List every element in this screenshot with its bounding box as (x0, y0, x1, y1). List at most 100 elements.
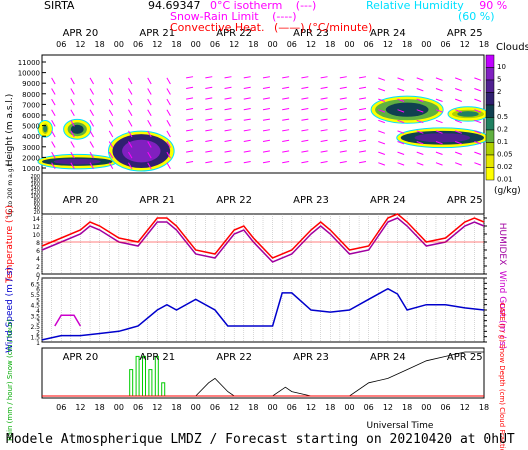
wind-arrow (166, 130, 171, 138)
rh-90: 90 % (479, 0, 508, 12)
station-coords: 94.69347 (148, 0, 201, 12)
wind-arrow (397, 77, 405, 81)
y-tick: 5 (36, 297, 40, 304)
wind-arrow (397, 130, 405, 134)
wind-arrow (186, 150, 194, 153)
colorbar-swatch (485, 154, 495, 168)
y-tick: 6.5 (30, 281, 40, 288)
series-wind-speed (41, 287, 485, 341)
wind-arrow (435, 141, 443, 145)
series-temperature (41, 213, 485, 259)
wind-arrow (243, 97, 251, 100)
wind-arrow (243, 76, 251, 79)
hour-label: 12 (306, 403, 316, 412)
hour-label: 06 (440, 403, 450, 412)
wind-arrow (166, 162, 171, 170)
wind-arrow (455, 119, 462, 124)
wind-arrow (359, 118, 367, 121)
wind-arrow (474, 109, 482, 113)
cloud-core (414, 133, 471, 143)
colorbar-level: 0.05 (497, 151, 513, 159)
agl-tick: 40 (34, 206, 40, 212)
wind-arrow (474, 141, 482, 145)
gust-ylabel: Wind Gust (m / s) (497, 271, 507, 349)
clouds-ylabel: Height (m a.s.l.) (5, 94, 15, 167)
wind-arrow (166, 151, 171, 159)
rain-ylabel: Rain (mm / hour) Snow (cm / hour) (6, 319, 14, 441)
y-tick: 14 (32, 216, 40, 223)
wind-arrow (416, 88, 424, 92)
wind-arrow (416, 162, 424, 166)
hour-label: 18 (402, 40, 412, 49)
wind-arrow (128, 77, 133, 85)
precip-plot-area (41, 347, 485, 399)
wind-arrow (455, 88, 462, 92)
convective-label: Convective Heat. (170, 21, 265, 34)
wind-arrow (147, 151, 152, 159)
temperature-grid (41, 214, 485, 274)
wind-arrow (166, 77, 171, 85)
wind-arrow (455, 141, 462, 145)
cloud-core (122, 139, 161, 163)
wind-arrow (378, 77, 386, 81)
snow-rain-label: Snow-Rain Limit (170, 10, 259, 23)
wind-arrow (70, 141, 75, 148)
wind-arrow (186, 107, 194, 111)
y-tick: 2 (36, 329, 40, 336)
snow-rain-sample: (----) (272, 10, 297, 23)
wind-arrow (339, 139, 347, 142)
height-tick: 10000 (18, 70, 40, 78)
isotherm-sample: (---) (295, 0, 317, 12)
wind-arrow (147, 88, 152, 95)
wind-arrow (186, 129, 194, 132)
rh-label: Relative Humidity (366, 0, 464, 12)
cloud-core (43, 125, 48, 133)
wind-arrow (70, 98, 75, 106)
colorbar-swatches: 10 5 2 1 0.5 0.2 0.1 0.05 0.02 0.01 (485, 54, 513, 184)
hour-label: 12 (229, 40, 239, 49)
wind-arrow (262, 160, 270, 164)
hour-label: 00 (421, 40, 431, 49)
wind-arrow (108, 120, 114, 127)
colorbar-swatch (485, 129, 495, 143)
cloud-core (457, 111, 479, 117)
wind-arrow (205, 139, 213, 142)
wind-arrow (224, 150, 232, 153)
clouds-ylabel-agl: Up to 200 m a.g.l. (7, 163, 14, 217)
wind-ticks: 11.522.533.544.555.566.57 (30, 276, 487, 347)
wind-series (41, 287, 485, 341)
wind-arrow (70, 88, 75, 95)
wind-arrow (320, 160, 328, 164)
wind-arrow (128, 151, 133, 159)
colorbar-level: 0.02 (497, 163, 513, 171)
wind-arrow (262, 150, 270, 153)
day-label: APR 23 (293, 352, 329, 363)
hour-label: 06 (210, 40, 220, 49)
wind-arrow (224, 118, 232, 121)
wind-arrow (262, 76, 270, 79)
wind-arrow (474, 119, 482, 124)
wind-arrow (224, 129, 232, 132)
wind-arrow (397, 162, 405, 166)
wind-arrow (108, 141, 114, 148)
wind-arrow (128, 141, 133, 148)
wind-arrow (70, 109, 75, 117)
day-label: APR 20 (63, 28, 99, 39)
wind-arrow (301, 76, 309, 79)
wind-arrow (243, 139, 251, 142)
wind-arrow (89, 120, 94, 127)
wind-arrow (378, 109, 386, 113)
wind-arrow (51, 98, 56, 106)
wind-arrow (205, 107, 213, 111)
hour-label: 18 (402, 403, 412, 412)
wind-arrow (128, 130, 133, 138)
hour-label: 06 (364, 403, 374, 412)
hour-label: 12 (460, 40, 470, 49)
hour-label: 00 (191, 40, 201, 49)
wind-arrow (320, 107, 328, 111)
agl-tick: 140 (30, 186, 40, 192)
wind-arrow (89, 151, 94, 159)
precip-series (42, 351, 484, 397)
colorbar-level: 10 (497, 63, 506, 71)
